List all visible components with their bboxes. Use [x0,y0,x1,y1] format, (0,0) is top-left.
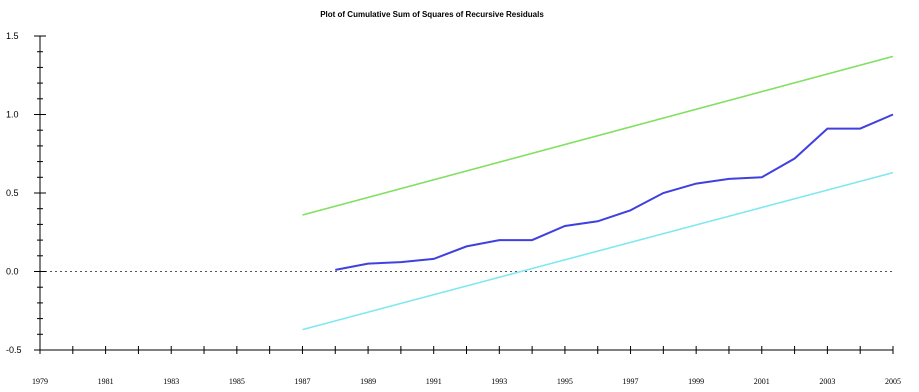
x-tick-label: 1987 [294,377,310,386]
x-tick-label: 2001 [754,377,770,386]
x-tick-label: 1993 [491,377,507,386]
x-tick-label: 1983 [163,377,179,386]
y-tick-label: 0.0 [6,267,19,277]
cusum-squares-line [335,113,894,271]
y-axis-ticks: -0.5 0.0 0.5 1.0 1.5 [6,31,46,355]
axes [39,36,893,351]
x-tick-label: 2005 [885,377,901,386]
chart-title: Plot of Cumulative Sum of Squares of Rec… [320,10,544,19]
y-tick-label: 1.5 [6,31,19,41]
lower-bound-line [302,171,894,331]
x-axis-ticks: 1979 1981 1983 1985 1987 1989 1991 1993 1995 1997… [32,346,901,386]
x-tick-label: 1997 [623,377,639,386]
y-tick-label: 0.5 [6,188,19,198]
upper-bound-line [302,55,894,216]
x-tick-label: 1995 [557,377,573,386]
series-layer [302,55,894,331]
x-tick-label: 1991 [426,377,442,386]
y-tick-label: -0.5 [6,345,22,355]
y-tick-label: 1.0 [6,110,19,120]
x-tick-label: 1981 [98,377,114,386]
x-tick-label: 1999 [688,377,704,386]
x-tick-label: 1979 [32,377,48,386]
x-tick-label: 2003 [819,377,835,386]
x-tick-label: 1989 [360,377,376,386]
x-tick-label: 1985 [229,377,245,386]
